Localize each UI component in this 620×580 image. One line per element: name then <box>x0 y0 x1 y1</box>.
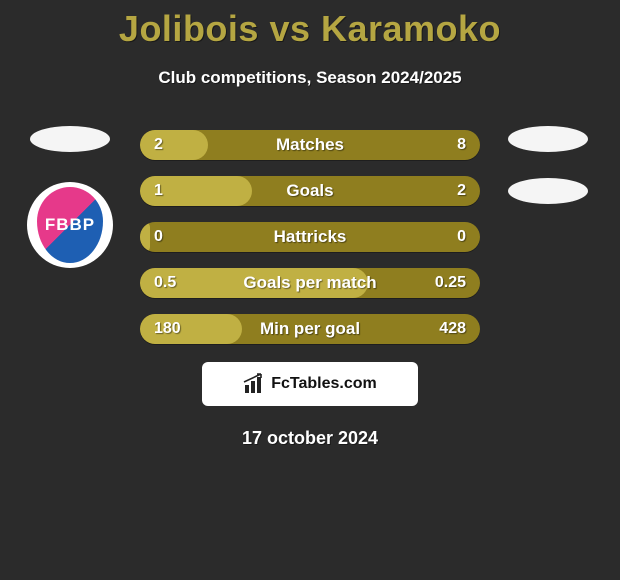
club-placeholder-icon <box>508 178 588 204</box>
attribution-text: FcTables.com <box>271 375 377 393</box>
club-badge-text: FBBP <box>37 187 103 263</box>
attribution-badge[interactable]: FcTables.com <box>202 362 418 406</box>
page-title: Jolibois vs Karamoko <box>0 0 620 50</box>
stats-bars: 2 Matches 8 1 Goals 2 0 Hattricks 0 0.5 … <box>140 130 480 344</box>
player-placeholder-icon <box>508 126 588 152</box>
stat-label: Hattricks <box>140 222 480 252</box>
stat-label: Goals per match <box>140 268 480 298</box>
fctables-logo-icon <box>243 375 265 393</box>
stat-row-matches: 2 Matches 8 <box>140 130 480 160</box>
date-label: 17 october 2024 <box>0 428 620 449</box>
stat-right-value: 428 <box>439 314 466 344</box>
club-badge-left: FBBP <box>27 182 113 268</box>
stat-label: Goals <box>140 176 480 206</box>
stat-row-hattricks: 0 Hattricks 0 <box>140 222 480 252</box>
stat-right-value: 0 <box>457 222 466 252</box>
page-subtitle: Club competitions, Season 2024/2025 <box>0 68 620 88</box>
stat-right-value: 0.25 <box>435 268 466 298</box>
player-placeholder-icon <box>30 126 110 152</box>
stat-right-value: 2 <box>457 176 466 206</box>
stat-row-goals: 1 Goals 2 <box>140 176 480 206</box>
stat-label: Min per goal <box>140 314 480 344</box>
stat-right-value: 8 <box>457 130 466 160</box>
left-player-column: FBBP <box>20 130 120 268</box>
right-player-column <box>498 130 598 204</box>
comparison-content: FBBP 2 Matches 8 1 Goals 2 0 Hattricks 0… <box>0 130 620 449</box>
stat-row-min-per-goal: 180 Min per goal 428 <box>140 314 480 344</box>
stat-row-goals-per-match: 0.5 Goals per match 0.25 <box>140 268 480 298</box>
stat-label: Matches <box>140 130 480 160</box>
